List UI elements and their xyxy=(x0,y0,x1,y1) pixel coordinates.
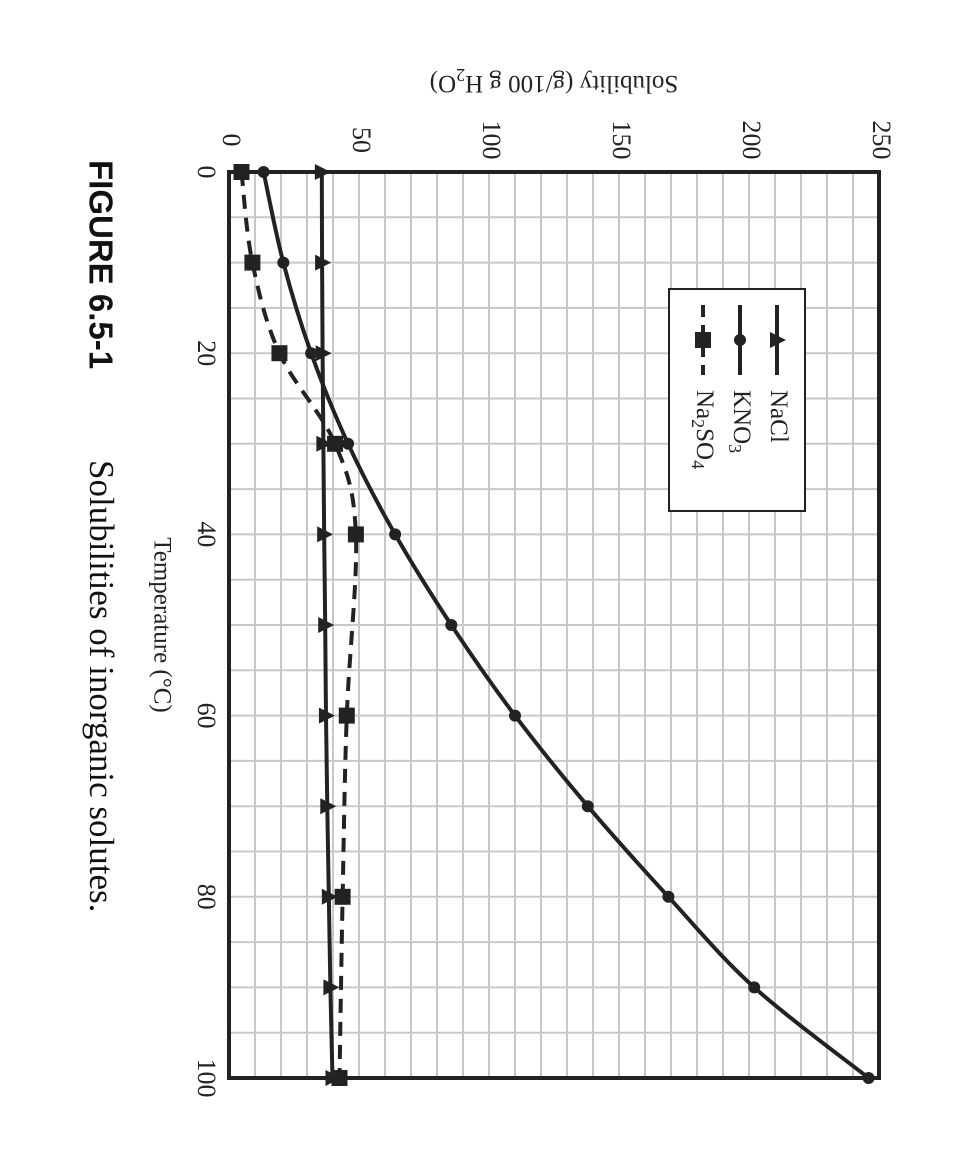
legend-text-part: Na xyxy=(691,390,718,419)
nacl-marker xyxy=(317,526,334,543)
na2so4-marker xyxy=(338,707,355,724)
chart-grid xyxy=(229,172,879,1078)
legend-text-part: SO xyxy=(691,428,718,460)
nacl-marker xyxy=(321,888,338,905)
solubility-tick-labels: 0 50 100 150 200 250 xyxy=(217,121,896,160)
y-axis-title: Solubility (g/100 g H2O) xyxy=(430,65,679,97)
kno3-marker xyxy=(342,437,355,450)
solubility-tick-label: 100 xyxy=(477,121,506,160)
legend-text-part: NaCl xyxy=(765,390,792,443)
legend-subscript: 3 xyxy=(725,444,745,453)
kno3-marker xyxy=(581,800,594,813)
na2so4-marker xyxy=(327,435,344,452)
legend-subscript: 2 xyxy=(688,419,708,428)
kno3-marker xyxy=(445,619,458,631)
kno3-marker xyxy=(662,890,675,903)
kno3-line xyxy=(261,171,870,1080)
kno3-marker xyxy=(389,528,402,541)
plot-frame xyxy=(227,170,881,1080)
nacl-marker xyxy=(320,798,337,815)
temperature-tick-labels: 0 20 40 60 80 100 xyxy=(192,166,221,1098)
temperature-tick-label: 80 xyxy=(192,884,221,910)
y-axis-title-subscript: 2 xyxy=(456,65,465,85)
kno3-marker xyxy=(509,709,521,722)
temperature-tick-label: 100 xyxy=(192,1059,221,1098)
nacl-marker xyxy=(318,707,335,724)
figure-caption: Solubilities of inorganic solutes. xyxy=(82,460,121,912)
figure-label: FIGURE 6.5-1 xyxy=(82,160,119,369)
nacl-marker xyxy=(323,979,340,996)
legend-subscript: 4 xyxy=(688,460,708,469)
nacl-marker xyxy=(316,435,333,452)
x-axis-title: Temperature (°C) xyxy=(148,537,175,713)
solubility-tick-label: 150 xyxy=(607,121,636,160)
na2so4-series xyxy=(233,164,364,1086)
legend-box xyxy=(668,288,806,512)
legend-text-part: KNO xyxy=(728,390,755,444)
na2so4-marker xyxy=(695,332,711,348)
temperature-tick-label: 0 xyxy=(192,166,221,179)
temperature-tick-label: 40 xyxy=(192,521,221,547)
na2so4-marker xyxy=(347,526,364,543)
na2so4-legend-label: Na2SO4 xyxy=(688,390,718,469)
temperature-tick-label: 60 xyxy=(192,703,221,729)
na2so4-marker xyxy=(244,254,261,271)
solubility-tick-label: 0 xyxy=(217,134,246,147)
solubility-tick-label: 200 xyxy=(737,121,766,160)
nacl-marker xyxy=(315,254,332,271)
solubility-tick-label: 250 xyxy=(867,121,896,160)
kno3-marker xyxy=(748,981,761,994)
kno3-marker xyxy=(277,256,290,269)
kno3-legend-label: KNO3 xyxy=(725,390,755,453)
nacl-legend-label: NaCl xyxy=(765,390,792,443)
nacl-marker xyxy=(318,617,335,633)
y-axis-title-part: Solubility (g/100 g H xyxy=(465,70,678,97)
kno3-marker xyxy=(734,334,746,346)
nacl-marker xyxy=(770,332,786,348)
na2so4-marker xyxy=(271,345,288,362)
y-axis-title-part: O) xyxy=(430,70,456,97)
na2so4-marker xyxy=(334,888,351,905)
nacl-marker xyxy=(315,345,332,362)
kno3-marker xyxy=(305,347,318,360)
chart-series xyxy=(233,164,875,1086)
solubility-tick-label: 50 xyxy=(347,127,376,153)
nacl-series xyxy=(314,164,342,1086)
temperature-tick-label: 20 xyxy=(192,340,221,366)
